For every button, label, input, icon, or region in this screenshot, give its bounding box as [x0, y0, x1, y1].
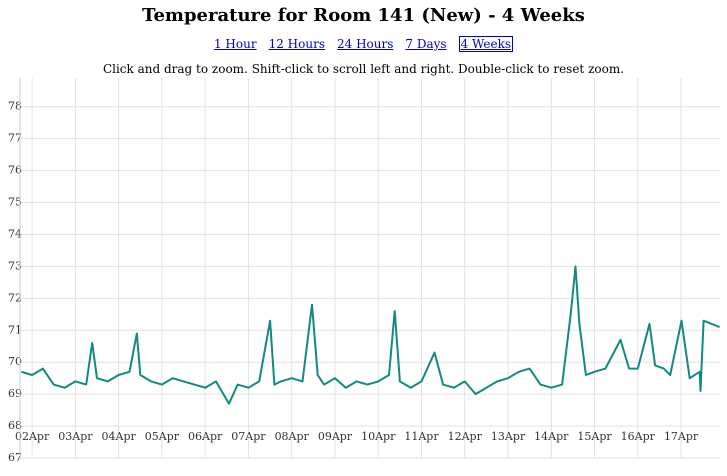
- x-tick-label: 06Apr: [188, 430, 223, 443]
- chart-title: Temperature for Room 141 (New) - 4 Weeks: [142, 5, 585, 26]
- x-tick-label: 09Apr: [318, 430, 353, 443]
- y-tick-label: 78: [8, 100, 22, 113]
- y-tick-label: 69: [8, 387, 22, 400]
- y-tick-label: 68: [8, 419, 22, 432]
- y-tick-label: 76: [8, 164, 22, 177]
- y-tick-label: 73: [8, 259, 22, 272]
- range-link[interactable]: 4 Weeks: [458, 36, 514, 52]
- range-link[interactable]: 24 Hours: [337, 37, 394, 51]
- y-tick-label: 77: [8, 132, 22, 145]
- temperature-line: [21, 265, 720, 405]
- instructions: Click and drag to zoom. Shift-click to s…: [102, 62, 625, 76]
- x-tick-label: 14Apr: [534, 430, 569, 443]
- x-tick-label: 04Apr: [102, 430, 137, 443]
- x-tick-label: 07Apr: [231, 430, 266, 443]
- x-tick-label: 02Apr: [15, 430, 50, 443]
- x-tick-label: 11Apr: [404, 430, 439, 443]
- x-tick-label: 17Apr: [664, 430, 699, 443]
- range-link[interactable]: 7 Days: [405, 37, 447, 51]
- y-tick-label: 74: [8, 227, 22, 240]
- x-tick-label: 05Apr: [145, 430, 180, 443]
- y-tick-label: 75: [8, 196, 22, 209]
- x-tick-label: 08Apr: [275, 430, 310, 443]
- x-tick-label: 12Apr: [448, 430, 483, 443]
- x-tick-label: 10Apr: [361, 430, 396, 443]
- y-tick-label: 67: [8, 451, 22, 464]
- range-link[interactable]: 1 Hour: [213, 37, 257, 51]
- y-tick-label: 71: [8, 323, 22, 336]
- x-tick-label: 13Apr: [491, 430, 526, 443]
- range-links: 1 Hour 12 Hours 24 Hours 7 Days 4 Weeks: [0, 36, 727, 52]
- x-tick-label: 03Apr: [58, 430, 93, 443]
- x-tick-label: 16Apr: [621, 430, 656, 443]
- y-tick-label: 72: [8, 291, 22, 304]
- range-link[interactable]: 12 Hours: [268, 37, 325, 51]
- x-tick-label: 15Apr: [577, 430, 612, 443]
- y-tick-label: 70: [8, 355, 22, 368]
